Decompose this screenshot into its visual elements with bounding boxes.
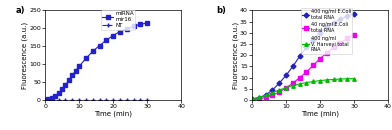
miRNA
mir16 — [56, 93, 61, 94]
400 ng/ml
V. Harveyi total
RNA — [352, 78, 356, 79]
NT — [63, 99, 68, 101]
40 ng/ml E.Coli
total RNA — [290, 83, 295, 84]
NT — [131, 99, 136, 101]
miRNA
mir16 — [43, 99, 47, 101]
miRNA
mir16 — [124, 28, 129, 30]
400 ng/ml E.Coli
total RNA — [277, 83, 281, 84]
NT — [111, 99, 116, 101]
miRNA
mir16 — [97, 45, 102, 46]
Legend: 400 ng/ml E.Coli
total RNA, 40 ng/ml E.Coli
total RNA, 400 ng/ml
V. Harveyi tota: 400 ng/ml E.Coli total RNA, 40 ng/ml E.C… — [301, 8, 352, 54]
400 ng/ml E.Coli
total RNA — [304, 47, 309, 48]
NT — [49, 99, 54, 101]
miRNA
mir16 — [104, 39, 109, 41]
40 ng/ml E.Coli
total RNA — [331, 47, 336, 48]
400 ng/ml
V. Harveyi total
RNA — [290, 85, 295, 86]
40 ng/ml E.Coli
total RNA — [270, 94, 275, 96]
40 ng/ml E.Coli
total RNA — [352, 34, 356, 36]
miRNA
mir16 — [70, 75, 74, 76]
40 ng/ml E.Coli
total RNA — [338, 42, 343, 44]
miRNA
mir16 — [145, 22, 149, 24]
400 ng/ml E.Coli
total RNA — [297, 56, 302, 57]
400 ng/ml
V. Harveyi total
RNA — [338, 78, 343, 80]
NT — [97, 99, 102, 101]
400 ng/ml E.Coli
total RNA — [352, 13, 356, 15]
miRNA
mir16 — [67, 79, 71, 81]
NT — [104, 99, 109, 101]
X-axis label: Time (min): Time (min) — [94, 111, 132, 117]
miRNA
mir16 — [49, 98, 54, 99]
40 ng/ml E.Coli
total RNA — [263, 97, 268, 98]
400 ng/ml
V. Harveyi total
RNA — [297, 83, 302, 85]
40 ng/ml E.Coli
total RNA — [284, 87, 289, 89]
400 ng/ml
V. Harveyi total
RNA — [256, 97, 261, 98]
40 ng/ml E.Coli
total RNA — [318, 58, 322, 59]
400 ng/ml E.Coli
total RNA — [290, 66, 295, 67]
NT — [83, 99, 88, 101]
400 ng/ml E.Coli
total RNA — [345, 15, 350, 17]
Line: 40 ng/ml E.Coli
total RNA: 40 ng/ml E.Coli total RNA — [250, 33, 356, 101]
400 ng/ml
V. Harveyi total
RNA — [304, 82, 309, 83]
40 ng/ml E.Coli
total RNA — [297, 77, 302, 78]
400 ng/ml
V. Harveyi total
RNA — [263, 94, 268, 96]
400 ng/ml
V. Harveyi total
RNA — [345, 78, 350, 80]
NT — [118, 99, 122, 101]
Y-axis label: Fluorescence (a.u.): Fluorescence (a.u.) — [232, 22, 239, 89]
400 ng/ml E.Coli
total RNA — [270, 89, 275, 91]
400 ng/ml
V. Harveyi total
RNA — [250, 98, 254, 100]
400 ng/ml E.Coli
total RNA — [311, 39, 316, 40]
miRNA
mir16 — [53, 95, 58, 97]
40 ng/ml E.Coli
total RNA — [250, 99, 254, 100]
NT — [124, 99, 129, 101]
400 ng/ml
V. Harveyi total
RNA — [325, 79, 329, 81]
40 ng/ml E.Coli
total RNA — [256, 98, 261, 100]
miRNA
mir16 — [118, 31, 122, 32]
400 ng/ml
V. Harveyi total
RNA — [270, 92, 275, 94]
400 ng/ml
V. Harveyi total
RNA — [277, 89, 281, 91]
miRNA
mir16 — [73, 70, 78, 72]
Legend: miRNA
mir16, NT: miRNA mir16, NT — [101, 10, 135, 30]
NT — [43, 99, 47, 101]
Text: b): b) — [216, 6, 227, 15]
Text: a): a) — [15, 6, 25, 15]
NT — [91, 99, 95, 101]
miRNA
mir16 — [63, 84, 68, 86]
Y-axis label: Fluorescence (a.u.): Fluorescence (a.u.) — [21, 22, 28, 89]
400 ng/ml
V. Harveyi total
RNA — [284, 87, 289, 89]
400 ng/ml
V. Harveyi total
RNA — [331, 79, 336, 80]
40 ng/ml E.Coli
total RNA — [277, 92, 281, 93]
NT — [138, 99, 143, 101]
Line: 400 ng/ml E.Coli
total RNA: 400 ng/ml E.Coli total RNA — [250, 12, 356, 101]
miRNA
mir16 — [77, 66, 82, 67]
Line: miRNA
mir16: miRNA mir16 — [44, 21, 149, 102]
400 ng/ml E.Coli
total RNA — [284, 75, 289, 76]
400 ng/ml E.Coli
total RNA — [256, 97, 261, 99]
400 ng/ml E.Coli
total RNA — [331, 22, 336, 24]
40 ng/ml E.Coli
total RNA — [345, 38, 350, 39]
NT — [145, 99, 149, 101]
400 ng/ml
V. Harveyi total
RNA — [318, 80, 322, 81]
X-axis label: Time (min): Time (min) — [301, 111, 339, 117]
miRNA
mir16 — [83, 58, 88, 59]
40 ng/ml E.Coli
total RNA — [325, 52, 329, 54]
miRNA
mir16 — [46, 99, 51, 100]
400 ng/ml E.Coli
total RNA — [338, 19, 343, 20]
400 ng/ml E.Coli
total RNA — [250, 98, 254, 100]
400 ng/ml E.Coli
total RNA — [325, 26, 329, 28]
NT — [70, 99, 74, 101]
NT — [56, 99, 61, 101]
miRNA
mir16 — [111, 35, 116, 36]
Line: 400 ng/ml
V. Harveyi total
RNA: 400 ng/ml V. Harveyi total RNA — [250, 77, 356, 101]
40 ng/ml E.Coli
total RNA — [304, 71, 309, 73]
400 ng/ml
V. Harveyi total
RNA — [311, 81, 316, 82]
NT — [77, 99, 82, 101]
miRNA
mir16 — [131, 25, 136, 27]
400 ng/ml E.Coli
total RNA — [318, 32, 322, 34]
miRNA
mir16 — [60, 89, 64, 90]
Line: NT: NT — [43, 98, 149, 102]
miRNA
mir16 — [91, 51, 95, 52]
miRNA
mir16 — [138, 24, 143, 25]
400 ng/ml E.Coli
total RNA — [263, 94, 268, 96]
40 ng/ml E.Coli
total RNA — [311, 65, 316, 66]
